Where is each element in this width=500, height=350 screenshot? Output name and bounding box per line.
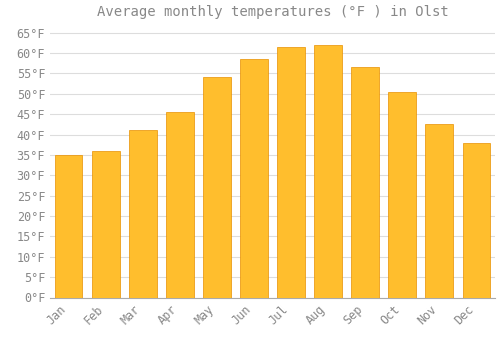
Bar	[166, 112, 194, 298]
Bar	[203, 77, 231, 298]
Bar	[129, 131, 156, 298]
Bar	[462, 143, 490, 298]
Bar	[277, 47, 305, 298]
Bar	[314, 45, 342, 298]
Bar	[388, 92, 416, 298]
Title: Average monthly temperatures (°F ) in Olst: Average monthly temperatures (°F ) in Ol…	[96, 5, 448, 19]
Bar	[54, 155, 82, 298]
Bar	[92, 151, 120, 298]
Bar	[426, 124, 454, 298]
Bar	[352, 67, 379, 298]
Bar	[240, 59, 268, 298]
